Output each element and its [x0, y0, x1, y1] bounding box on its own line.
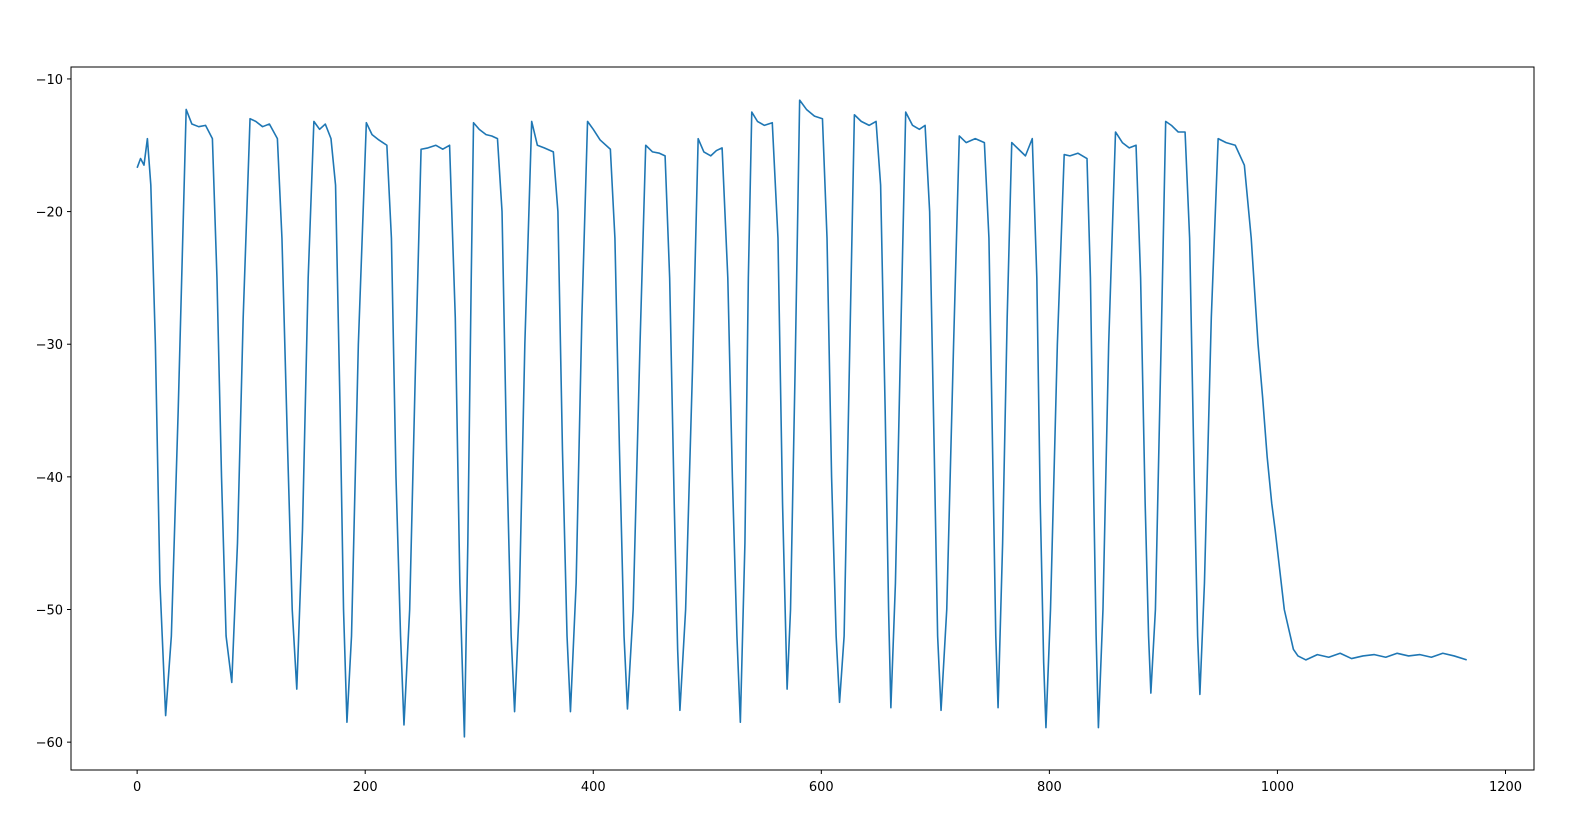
- x-tick-label: 600: [809, 780, 834, 795]
- y-tick-label: −30: [36, 338, 63, 353]
- data-line: [136, 99, 1467, 738]
- x-tick-label: 200: [353, 780, 378, 795]
- y-tick-label: −10: [36, 73, 63, 88]
- axes-frame: [70, 66, 1535, 771]
- y-tick-label: −60: [36, 736, 63, 751]
- x-tick-label: 400: [581, 780, 606, 795]
- y-tick-label: −40: [36, 471, 63, 486]
- y-tick-label: −20: [36, 206, 63, 221]
- x-tick-label: 1200: [1489, 780, 1522, 795]
- x-tick-label: 0: [133, 780, 141, 795]
- x-tick-label: 800: [1037, 780, 1062, 795]
- x-tick-label: 1000: [1261, 780, 1294, 795]
- y-tick-label: −50: [36, 604, 63, 619]
